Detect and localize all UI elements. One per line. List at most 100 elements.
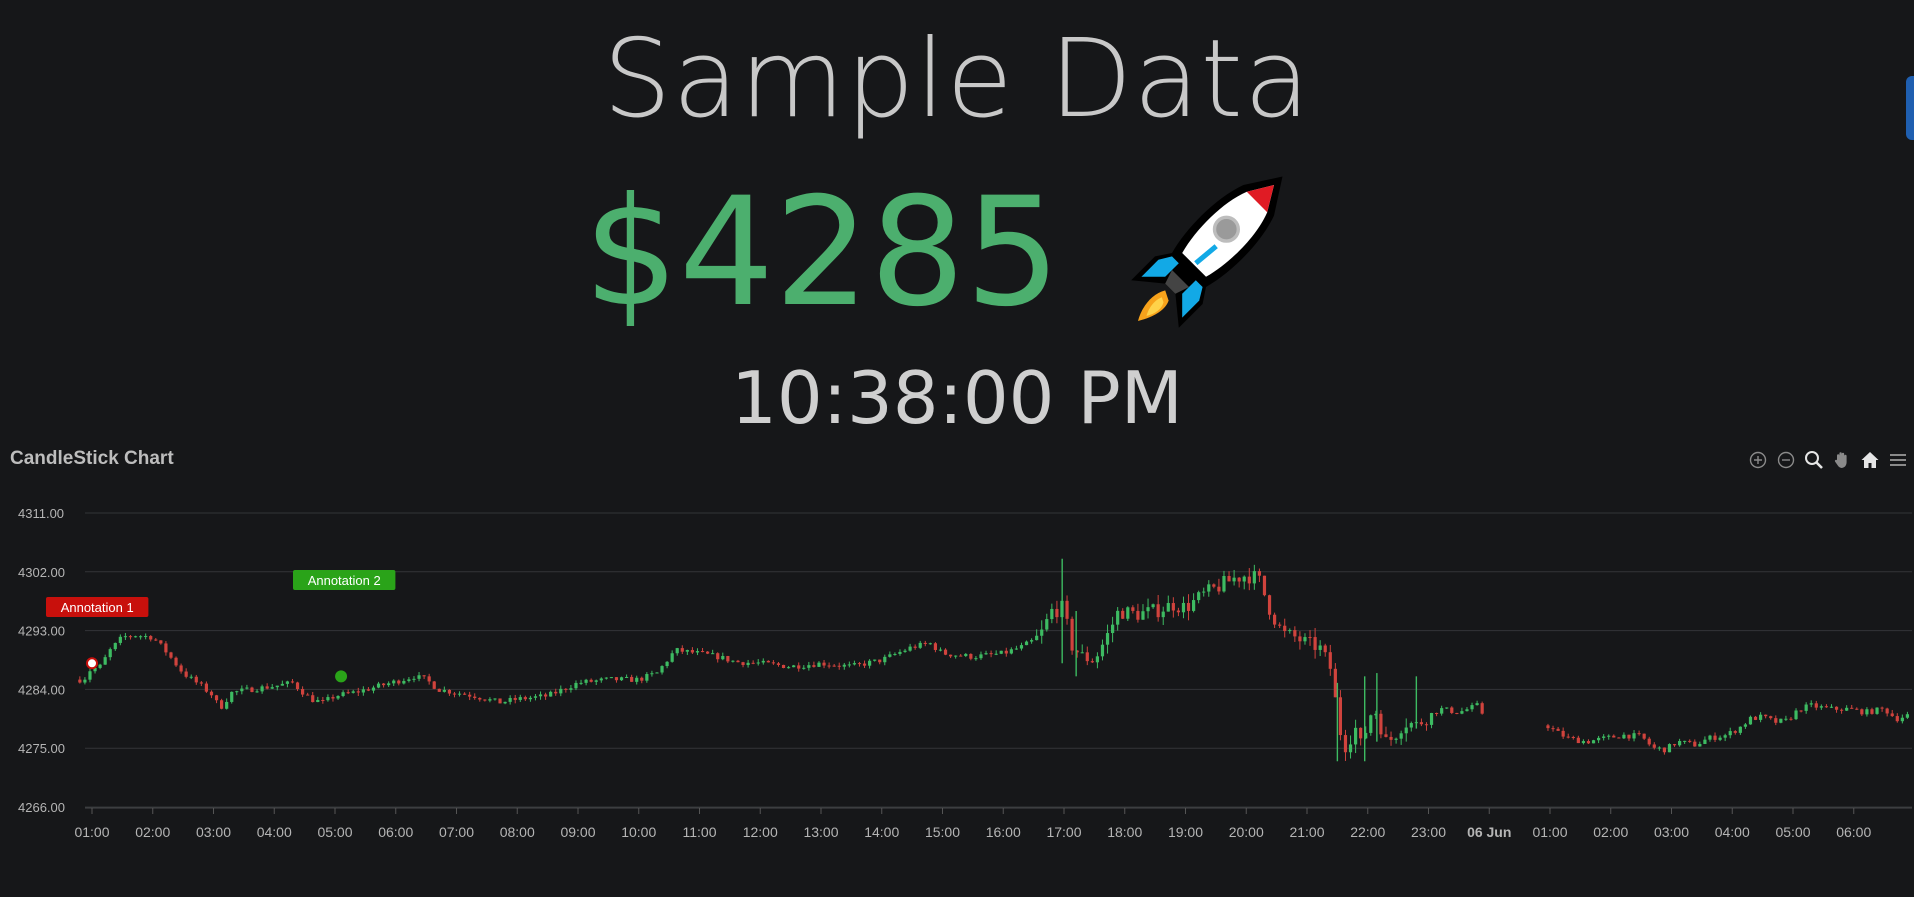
candle-body bbox=[154, 639, 158, 641]
candle-body bbox=[523, 697, 527, 700]
candle-body bbox=[174, 657, 178, 666]
candle-body bbox=[1657, 747, 1661, 749]
candle-body bbox=[1009, 649, 1013, 654]
candle-body bbox=[842, 664, 846, 667]
y-tick-label: 4302.00 bbox=[18, 565, 65, 580]
candle-body bbox=[1779, 718, 1783, 723]
candle-body bbox=[113, 642, 117, 650]
candle-body bbox=[1262, 575, 1267, 596]
x-tick-label: 13:00 bbox=[803, 824, 838, 840]
candle-body bbox=[457, 693, 462, 695]
candle-body bbox=[103, 657, 107, 665]
y-tick-label: 4293.00 bbox=[18, 624, 65, 639]
candle-body bbox=[883, 656, 887, 663]
candle-body bbox=[1024, 641, 1029, 646]
pan-icon[interactable] bbox=[1830, 448, 1854, 472]
candle-body bbox=[392, 680, 396, 684]
candle-body bbox=[1693, 741, 1697, 747]
zoom-out-icon[interactable] bbox=[1774, 448, 1798, 472]
candle-body bbox=[776, 663, 781, 665]
y-tick-label: 4284.00 bbox=[18, 682, 65, 697]
annotation-label: Annotation 1 bbox=[61, 600, 134, 615]
candle-body bbox=[943, 649, 948, 655]
candle-body bbox=[994, 653, 998, 655]
candle-body bbox=[1359, 727, 1363, 739]
candle-body bbox=[1480, 703, 1484, 714]
candle-body bbox=[984, 653, 988, 655]
candle-body bbox=[1075, 650, 1079, 653]
candle-body bbox=[1870, 709, 1874, 714]
candle-body bbox=[1166, 603, 1170, 612]
candle-body bbox=[1880, 707, 1884, 709]
x-tick-label: 04:00 bbox=[1715, 824, 1750, 840]
candle-body bbox=[427, 676, 431, 682]
candle-body bbox=[706, 651, 710, 654]
candle-body bbox=[1040, 629, 1044, 636]
annotation-label: Annotation 2 bbox=[308, 573, 381, 588]
candle-body bbox=[204, 683, 209, 692]
candle-body bbox=[1703, 739, 1707, 744]
candle-body bbox=[1637, 733, 1641, 735]
candle-body bbox=[1617, 737, 1621, 739]
candle-body bbox=[280, 683, 284, 686]
candle-body bbox=[675, 648, 679, 654]
x-tick-label: 06:00 bbox=[378, 824, 413, 840]
candle-body bbox=[1672, 744, 1677, 746]
candle-body bbox=[619, 677, 624, 681]
candle-body bbox=[513, 697, 517, 700]
candle-body bbox=[1136, 610, 1140, 620]
candle-body bbox=[1293, 630, 1297, 637]
candle-body bbox=[1055, 608, 1059, 618]
candle-body bbox=[1860, 709, 1864, 715]
candle-body bbox=[918, 642, 922, 648]
candle-body bbox=[1824, 706, 1829, 708]
x-tick-label: 09:00 bbox=[560, 824, 595, 840]
home-icon[interactable] bbox=[1858, 448, 1882, 472]
annotation-box bbox=[293, 570, 396, 590]
candle-body bbox=[630, 676, 634, 682]
candle-body bbox=[1318, 645, 1322, 650]
candle-body bbox=[599, 678, 603, 681]
candle-body bbox=[898, 651, 902, 654]
menu-icon[interactable] bbox=[1886, 448, 1910, 472]
candle-body bbox=[1197, 592, 1201, 601]
candle-body bbox=[407, 679, 411, 681]
candle-body bbox=[1257, 571, 1262, 576]
candle-body bbox=[594, 680, 598, 682]
candle-body bbox=[260, 686, 264, 692]
candle-body bbox=[1713, 735, 1717, 740]
candle-body bbox=[974, 658, 978, 660]
candle-body bbox=[1100, 644, 1105, 657]
candle-body bbox=[1364, 732, 1368, 739]
candle-body bbox=[356, 691, 360, 693]
candle-body bbox=[670, 653, 674, 662]
candle-body bbox=[1748, 716, 1753, 725]
candle-body bbox=[351, 691, 355, 693]
candle-body bbox=[1450, 707, 1454, 713]
x-tick-label: 08:00 bbox=[500, 824, 535, 840]
candle-body bbox=[746, 662, 750, 666]
candlestick-chart[interactable]: 4311.00 4302.00 4293.00 4284.00 4275.00 4266.… bbox=[0, 490, 1914, 890]
candle-body bbox=[118, 636, 122, 643]
zoom-select-icon[interactable] bbox=[1802, 448, 1826, 472]
candle-body bbox=[88, 671, 92, 680]
zoom-in-icon[interactable] bbox=[1746, 448, 1770, 472]
candle-body bbox=[1247, 576, 1251, 584]
candle-body bbox=[609, 677, 614, 679]
candle-body bbox=[250, 687, 254, 693]
candle-body bbox=[938, 649, 943, 651]
x-tick-label: 01:00 bbox=[1532, 824, 1567, 840]
candle-body bbox=[999, 650, 1003, 654]
candle-body bbox=[690, 650, 695, 653]
candle-body bbox=[645, 674, 649, 681]
candle-body bbox=[837, 665, 841, 667]
candle-body bbox=[1642, 733, 1646, 739]
candle-body bbox=[1207, 584, 1211, 592]
x-tick-label: 02:00 bbox=[1593, 824, 1628, 840]
candle-body bbox=[1146, 607, 1150, 612]
candle-body bbox=[508, 697, 512, 702]
candle-body bbox=[1313, 637, 1317, 650]
candle-body bbox=[422, 675, 426, 677]
candle-body bbox=[98, 664, 102, 668]
side-panel-tab[interactable] bbox=[1906, 76, 1914, 140]
